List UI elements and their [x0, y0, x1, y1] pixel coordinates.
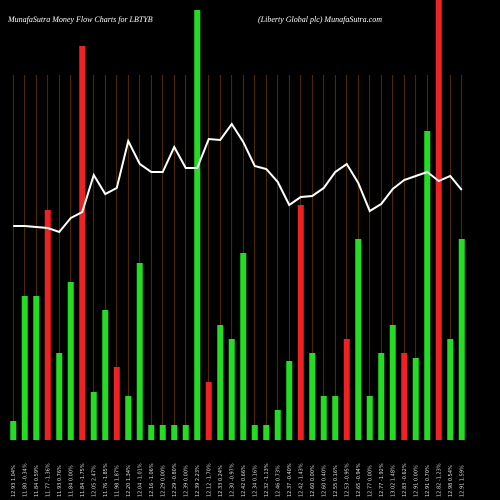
x-tick-label: 12.39 2.23% [195, 465, 201, 497]
bar [56, 353, 63, 440]
x-tick-label: 12.34 0.16% [252, 465, 258, 497]
chart-subtitle: (Liberty Global plc) MunafaSutra.com [258, 15, 382, 24]
x-tick-label: 11.77 -1.36% [45, 463, 51, 497]
bar [355, 239, 362, 440]
x-tick-label: 12.55 0.16% [333, 465, 339, 497]
bar [67, 282, 74, 440]
bar [343, 339, 350, 440]
bar [263, 425, 270, 440]
bar [194, 10, 201, 440]
bar [21, 296, 28, 440]
x-tick-label: 12.29 -0.80% [172, 463, 178, 497]
bar [159, 425, 166, 440]
bar [309, 353, 316, 440]
x-tick-label: 12.30 -0.97% [229, 463, 235, 497]
x-tick-label: 12.60 0.40% [321, 465, 327, 497]
bar [435, 0, 442, 440]
bar [171, 425, 178, 440]
x-tick-label: 11.84 0.00% [68, 465, 74, 497]
x-tick-label: 12.16 -1.06% [149, 463, 155, 497]
x-tick-label: 12.04 -1.01% [137, 463, 143, 497]
bar [274, 410, 281, 440]
x-tick-label: 12.91 0.70% [425, 465, 431, 497]
x-tick-label: 12.60 0.00% [310, 465, 316, 497]
x-tick-label: 11.93 0.76% [57, 465, 63, 497]
x-tick-label: 11.98 1.87% [114, 465, 120, 497]
bar [401, 353, 408, 440]
bar [125, 396, 132, 440]
bar [286, 361, 293, 440]
x-tick-label: 12.05 2.47% [91, 465, 97, 497]
bar [10, 421, 17, 440]
x-tick-label: 11.80 -0.34% [22, 463, 28, 497]
bar [240, 253, 247, 440]
bar [378, 353, 385, 440]
x-tick-label: 12.77 0.00% [367, 465, 373, 497]
x-tick-label: 12.46 0.73% [275, 465, 281, 497]
x-tick-label: 12.20 1.34% [126, 465, 132, 497]
x-tick-label: 12.82 -1.23% [436, 463, 442, 497]
chart-title: MunafaSutra Money Flow Charts for LBTYB [7, 15, 153, 24]
bar [447, 339, 454, 440]
bar [320, 396, 327, 440]
x-tick-label: 12.32 -1.13% [264, 463, 270, 497]
bar [90, 392, 97, 440]
x-tick-label: 11.76 -1.85% [103, 463, 109, 497]
bar [217, 325, 224, 440]
x-tick-label: 12.42 0.66% [241, 465, 247, 497]
bar [44, 210, 51, 440]
x-tick-label: 12.53 -0.95% [344, 463, 350, 497]
x-tick-label: 12.42 -1.43% [298, 463, 304, 497]
line [13, 122, 463, 234]
bar [412, 358, 419, 440]
bar [79, 46, 86, 440]
x-tick-label: 12.91 1.59% [459, 465, 465, 497]
bar [102, 310, 109, 440]
x-tick-label: 13.02 1.48% [390, 465, 396, 497]
bar [366, 396, 373, 440]
bar [228, 339, 235, 440]
bar [182, 425, 189, 440]
bar [297, 205, 304, 440]
x-tick-label: 12.12 -1.70% [206, 463, 212, 497]
x-tick-label: 11.84 0.59% [34, 465, 40, 497]
x-tick-label: 12.77 -1.92% [379, 463, 385, 497]
x-tick-label: 12.39 0.00% [183, 465, 189, 497]
bar [251, 425, 258, 440]
x-tick-label: 12.93 1.04% [11, 465, 17, 497]
x-tick-label: 12.91 0.00% [413, 465, 419, 497]
x-tick-label: 12.37 -0.40% [287, 463, 293, 497]
bar [148, 425, 155, 440]
x-tick-label: 11.84 -1.75% [80, 463, 86, 497]
bar [113, 367, 120, 440]
bar [136, 263, 143, 440]
bar [205, 382, 212, 440]
x-tick-label: 12.33 0.24% [218, 465, 224, 497]
bar [332, 396, 339, 440]
x-tick-label: 12.83 -0.62% [402, 463, 408, 497]
x-tick-label: 12.65 -0.94% [356, 463, 362, 497]
bar [389, 325, 396, 440]
bar [458, 239, 465, 440]
bar [424, 131, 431, 440]
bar [33, 296, 40, 440]
x-tick-label: 12.98 0.54% [448, 465, 454, 497]
x-tick-label: 12.29 0.00% [160, 465, 166, 497]
